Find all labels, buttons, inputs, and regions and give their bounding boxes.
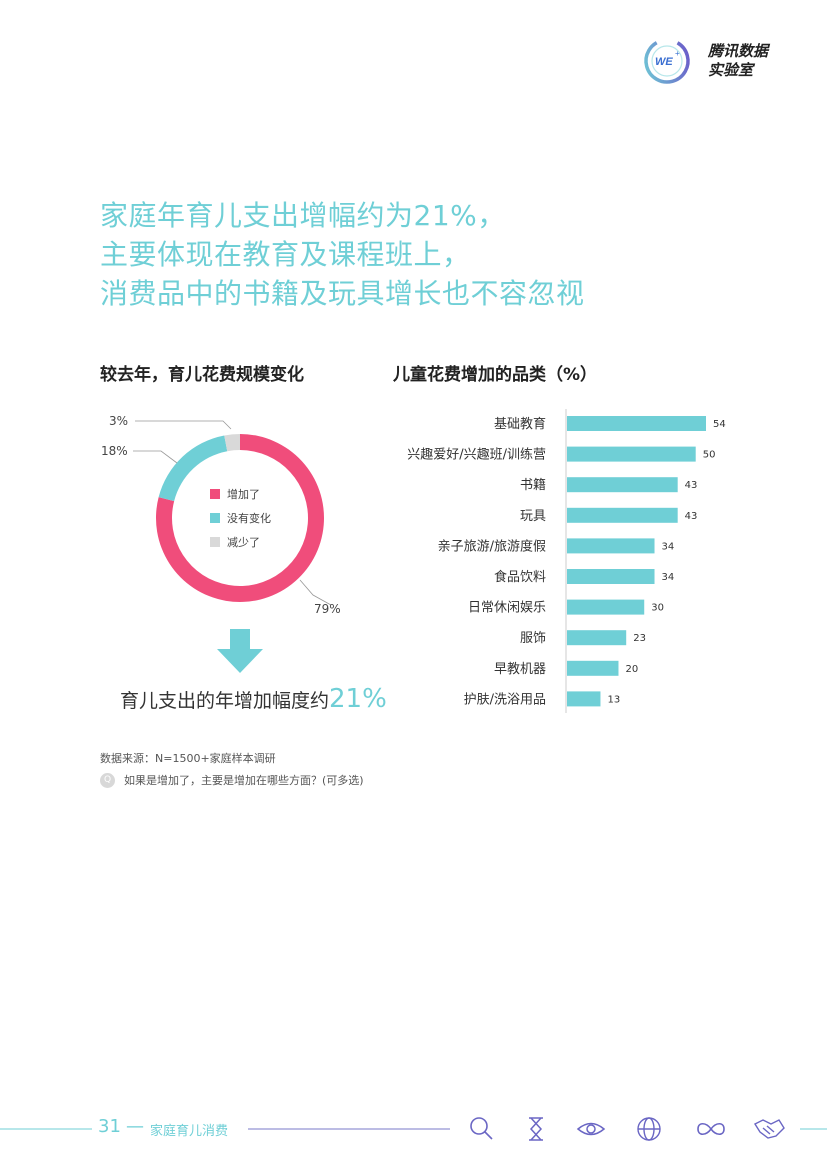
- page-number: 31: [98, 1116, 121, 1137]
- summary-value: 21%: [329, 684, 387, 714]
- logo-badge: WE: [655, 56, 673, 68]
- bar-category-label-6: 日常休闲娱乐: [468, 601, 546, 616]
- logo-name-line1: 腾讯数据: [708, 42, 769, 60]
- question-icon: Q: [100, 772, 115, 788]
- survey-question-text: 如果是增加了，主要是增加在哪些方面？(可多选): [124, 774, 364, 787]
- donut-pct-no-change: 18%: [101, 444, 128, 458]
- bar-category-label-2: 书籍: [520, 477, 546, 493]
- bar-value-label-1: 50: [703, 450, 716, 461]
- bar-value-label-9: 13: [607, 694, 620, 705]
- bar-2: [567, 477, 678, 493]
- bar-category-label-4: 亲子旅游/旅游度假: [438, 538, 546, 554]
- bar-category-label-0: 基础教育: [494, 416, 546, 432]
- down-arrow-icon: [217, 629, 263, 673]
- legend-no-change-swatch: [210, 513, 220, 523]
- bar-7: [567, 630, 627, 646]
- logo-ring-icon: WE +: [644, 38, 690, 84]
- bar-category-label-3: 玩具: [520, 509, 546, 524]
- donut-pct-decrease: 3%: [109, 414, 128, 428]
- bar-6: [567, 599, 645, 615]
- globe-icon: [637, 1117, 661, 1141]
- bar-category-label-9: 护肤/洗浴用品: [464, 692, 546, 707]
- legend-increase-swatch: [210, 489, 220, 499]
- leader-increase: [299, 579, 332, 606]
- data-source: 数据来源：N=1500+家庭样本调研: [100, 752, 276, 765]
- headline-line-1: 家庭年育儿支出增幅约为21%，: [100, 199, 506, 232]
- bar-chart-title: 儿童花费增加的品类（%）: [393, 365, 598, 385]
- donut-pct-increase: 79%: [314, 602, 341, 616]
- logo-name-line2: 实验室: [708, 61, 754, 79]
- legend-increase-label: 增加了: [227, 487, 260, 501]
- eye-icon: [576, 1122, 606, 1136]
- page-headline: 家庭年育儿支出增幅约为21%， 主要体现在教育及课程班上， 消费品中的书籍及玩具…: [100, 196, 740, 313]
- donut-slice-decrease: [224, 434, 240, 452]
- bar-category-label-7: 服饰: [520, 631, 546, 646]
- bar-3: [567, 507, 678, 523]
- bar-value-label-0: 54: [713, 419, 726, 430]
- leader-decrease: [135, 420, 232, 430]
- headline-line-3: 消费品中的书籍及玩具增长也不容忽视: [100, 277, 585, 310]
- svg-text:+: +: [675, 49, 680, 58]
- handshake-icon: [753, 1119, 785, 1139]
- page-footer: [0, 1117, 827, 1141]
- bar-chart: 基础教育 54 兴趣爱好/兴趣班/训练营 50 书籍 43 玩具 43 亲子旅游/旅游度假 34 食…: [407, 409, 726, 713]
- bar-4: [567, 538, 655, 554]
- summary-statement: 育儿支出的年增加幅度约21%: [120, 684, 387, 714]
- bar-5: [567, 569, 655, 584]
- footer-section-name: 家庭育儿消费: [150, 1124, 229, 1139]
- bar-1: [567, 446, 696, 462]
- infinity-icon: [697, 1122, 725, 1136]
- donut-chart-title: 较去年，育儿花费规模变化: [100, 365, 304, 385]
- legend-decrease-label: 减少了: [227, 536, 260, 549]
- page-number-dash: —: [126, 1116, 144, 1137]
- logo-name: 腾讯数据 实验室: [708, 42, 768, 80]
- brand-logo: WE + 腾讯数据 实验室: [642, 34, 782, 88]
- bar-0: [567, 416, 706, 431]
- leader-no-change: [133, 450, 178, 464]
- bar-value-label-6: 30: [651, 603, 664, 614]
- search-icon: [470, 1117, 493, 1140]
- bar-category-label-1: 兴趣爱好/兴趣班/训练营: [407, 448, 546, 463]
- bar-value-label-2: 43: [685, 480, 698, 491]
- donut-slice-no-change: [158, 435, 228, 502]
- bar-value-label-7: 23: [633, 633, 646, 644]
- summary-text: 育儿支出的年增加幅度约: [120, 690, 330, 712]
- bar-9: [567, 691, 601, 707]
- hourglass-icon: [529, 1117, 543, 1141]
- bar-category-label-5: 食品饮料: [494, 569, 546, 585]
- bar-value-label-8: 20: [625, 664, 638, 675]
- bar-8: [567, 660, 619, 676]
- legend-no-change-label: 没有变化: [227, 511, 271, 525]
- bar-value-label-4: 34: [662, 541, 675, 552]
- survey-question: Q 如果是增加了，主要是增加在哪些方面？(可多选): [100, 772, 364, 788]
- bar-category-label-8: 早教机器: [494, 661, 546, 677]
- legend-decrease-swatch: [210, 537, 220, 547]
- bar-value-label-3: 43: [685, 511, 698, 522]
- headline-line-2: 主要体现在教育及课程班上，: [100, 238, 471, 271]
- bar-value-label-5: 34: [662, 572, 675, 583]
